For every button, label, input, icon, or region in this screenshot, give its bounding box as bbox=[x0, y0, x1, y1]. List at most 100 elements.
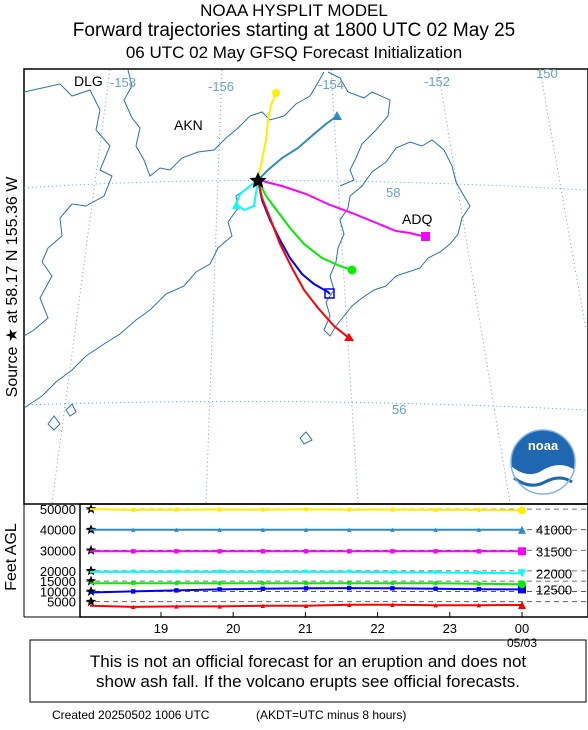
height-series-point bbox=[347, 602, 352, 607]
height-series-point bbox=[303, 580, 309, 586]
meteorology-label: 06 UTC 02 May GFSQ Forecast Initializati… bbox=[125, 43, 463, 62]
height-series-point bbox=[433, 580, 438, 586]
coastline-peninsula-south bbox=[23, 185, 251, 409]
y-tick-label: 5000 bbox=[47, 595, 76, 610]
map-trajectory-yellow bbox=[257, 92, 277, 181]
height-series-point bbox=[303, 527, 309, 532]
height-series-point bbox=[518, 580, 526, 589]
series-end-height-label: 31500 bbox=[536, 544, 572, 559]
map-trajectory-magenta-end-marker bbox=[421, 232, 430, 241]
height-series-point bbox=[217, 569, 222, 575]
height-series-point bbox=[174, 569, 179, 575]
source-height-star bbox=[85, 585, 97, 596]
chart-title: NOAA HYSPLIT MODEL bbox=[200, 1, 388, 20]
y-tick-label: 50000 bbox=[40, 502, 76, 517]
longitude-line-150 bbox=[539, 69, 587, 331]
source-star-marker bbox=[249, 172, 267, 188]
height-series-point bbox=[476, 549, 481, 554]
map-trajectory-steelblue bbox=[257, 115, 338, 181]
height-series-point bbox=[347, 549, 352, 554]
longitude-label: 150 bbox=[536, 66, 558, 81]
place-label-akn: AKN bbox=[174, 117, 203, 133]
height-series-point bbox=[303, 603, 309, 609]
height-series-point bbox=[174, 549, 179, 554]
longitude-line-156 bbox=[205, 69, 223, 504]
island bbox=[65, 403, 77, 417]
longitude-label: -158 bbox=[110, 75, 136, 90]
map-trajectory-steelblue-end-marker bbox=[332, 111, 342, 120]
map-trajectory-yellow-end-marker bbox=[272, 89, 280, 97]
height-series-point bbox=[131, 604, 136, 610]
disclaimer-box bbox=[29, 639, 587, 703]
source-height-star bbox=[85, 596, 97, 607]
height-series-point bbox=[260, 507, 265, 512]
height-series-point bbox=[347, 580, 352, 586]
place-label-adq: ADQ bbox=[402, 211, 432, 227]
longitude-line-154 bbox=[330, 69, 359, 504]
height-series-point bbox=[131, 589, 136, 594]
height-series-point bbox=[303, 549, 309, 554]
height-series-point bbox=[217, 507, 222, 512]
height-series-point bbox=[347, 527, 352, 532]
height-series-point bbox=[217, 580, 222, 586]
y-tick-label: 20000 bbox=[40, 564, 76, 579]
timezone-note: (AKDT=UTC minus 8 hours) bbox=[256, 708, 407, 722]
x-tick-sublabel: 05/03 bbox=[507, 636, 537, 650]
height-series-point bbox=[303, 586, 309, 591]
height-series-point bbox=[260, 569, 265, 575]
island bbox=[47, 415, 61, 431]
x-tick-label: 00 bbox=[515, 621, 529, 636]
height-series-point bbox=[476, 581, 481, 587]
longitude-label: -156 bbox=[208, 79, 234, 94]
map-trajectory-cyan-end-marker bbox=[232, 201, 240, 209]
height-series-point bbox=[260, 580, 265, 586]
height-series-point bbox=[390, 507, 395, 512]
longitude-line-152 bbox=[437, 69, 511, 504]
coastline-west bbox=[23, 83, 113, 337]
height-series-point bbox=[260, 586, 265, 591]
coastline-cook-inlet bbox=[327, 71, 391, 187]
height-series-point bbox=[433, 586, 438, 591]
map-trajectory-red bbox=[257, 179, 350, 339]
noaa-logo: noaa bbox=[510, 429, 576, 501]
map-trajectory-red-end-marker bbox=[344, 333, 354, 341]
height-series-point bbox=[476, 507, 481, 513]
disclaimer-line-2: show ash fall. If the volcano erupts see… bbox=[96, 672, 520, 691]
height-series-point bbox=[303, 507, 309, 512]
height-series-point bbox=[260, 527, 265, 532]
height-series-point bbox=[347, 569, 352, 575]
y-tick-label: 15000 bbox=[40, 574, 76, 589]
height-series-point bbox=[260, 549, 265, 554]
series-end-height-label: 41000 bbox=[536, 523, 572, 538]
longitude-line-158 bbox=[51, 69, 111, 504]
map-layer: -158 -156 -154 -152 150 58 56 DLG AKN AD… bbox=[23, 66, 587, 504]
height-series-point bbox=[347, 585, 352, 591]
height-series-point bbox=[518, 601, 526, 610]
height-series-point bbox=[174, 507, 179, 512]
height-series-point bbox=[518, 547, 526, 556]
height-series-point bbox=[390, 527, 395, 532]
height-series-point bbox=[518, 506, 526, 515]
height-series-point bbox=[174, 588, 179, 593]
x-tick-label: 19 bbox=[154, 621, 168, 636]
island bbox=[299, 431, 313, 445]
latitude-label: 56 bbox=[392, 402, 406, 417]
height-series-point bbox=[476, 603, 481, 608]
series-end-height-label: 12500 bbox=[536, 582, 572, 597]
source-height-star bbox=[85, 565, 97, 576]
height-series-point bbox=[131, 507, 136, 513]
series-end-height-label: 22000 bbox=[536, 566, 572, 581]
height-series-point bbox=[390, 570, 395, 575]
height-series-point bbox=[390, 549, 395, 554]
height-panel-frame bbox=[79, 503, 588, 618]
height-series-point bbox=[174, 580, 179, 586]
map-trajectory-blue bbox=[257, 179, 331, 295]
height-series-point bbox=[217, 527, 222, 532]
latitude-line-56 bbox=[23, 400, 587, 411]
map-trajectory-blue-end-marker bbox=[324, 288, 335, 299]
y-tick-label: 10000 bbox=[40, 584, 76, 599]
height-series-point bbox=[217, 549, 222, 554]
height-series-point bbox=[433, 570, 438, 575]
